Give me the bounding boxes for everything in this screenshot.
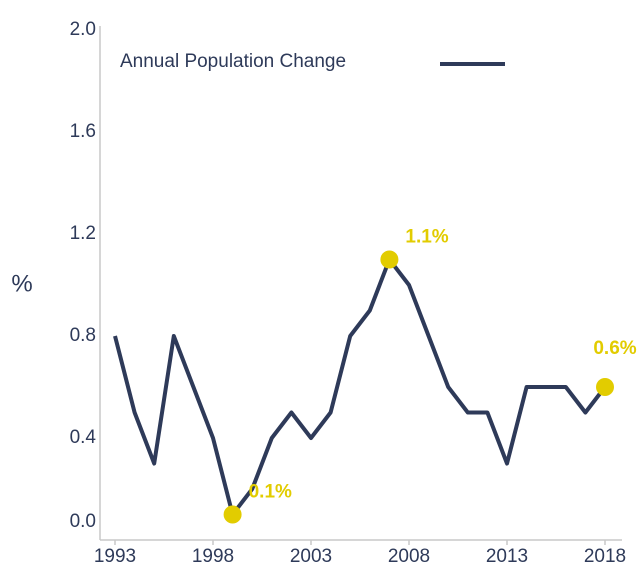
data-label: 1.1%	[405, 227, 448, 248]
data-line	[113, 257, 607, 517]
x-tick-label: 2008	[388, 546, 430, 567]
x-tick-label: 2018	[584, 546, 626, 567]
highlight-dot	[596, 378, 614, 396]
x-tick-label: 1993	[94, 546, 136, 567]
data-label: 0.1%	[249, 482, 292, 503]
highlight-dot	[380, 250, 399, 269]
y-tick-label: 1.2	[70, 223, 96, 244]
y-axis-label: %	[11, 270, 32, 297]
y-tick-label: 2.0	[70, 19, 96, 40]
y-tick-label: 0.0	[70, 511, 96, 532]
x-tick-label: 1998	[192, 546, 234, 567]
data-label: 0.6%	[593, 338, 636, 359]
y-tick-label: 0.4	[70, 427, 97, 448]
highlight-dot	[223, 505, 242, 524]
y-tick-label: 1.6	[70, 121, 96, 142]
x-tick-label: 2013	[486, 546, 528, 567]
legend-label: Annual Population Change	[120, 51, 346, 72]
x-tick-label: 2003	[290, 546, 332, 567]
y-tick-label: 0.8	[70, 325, 96, 346]
